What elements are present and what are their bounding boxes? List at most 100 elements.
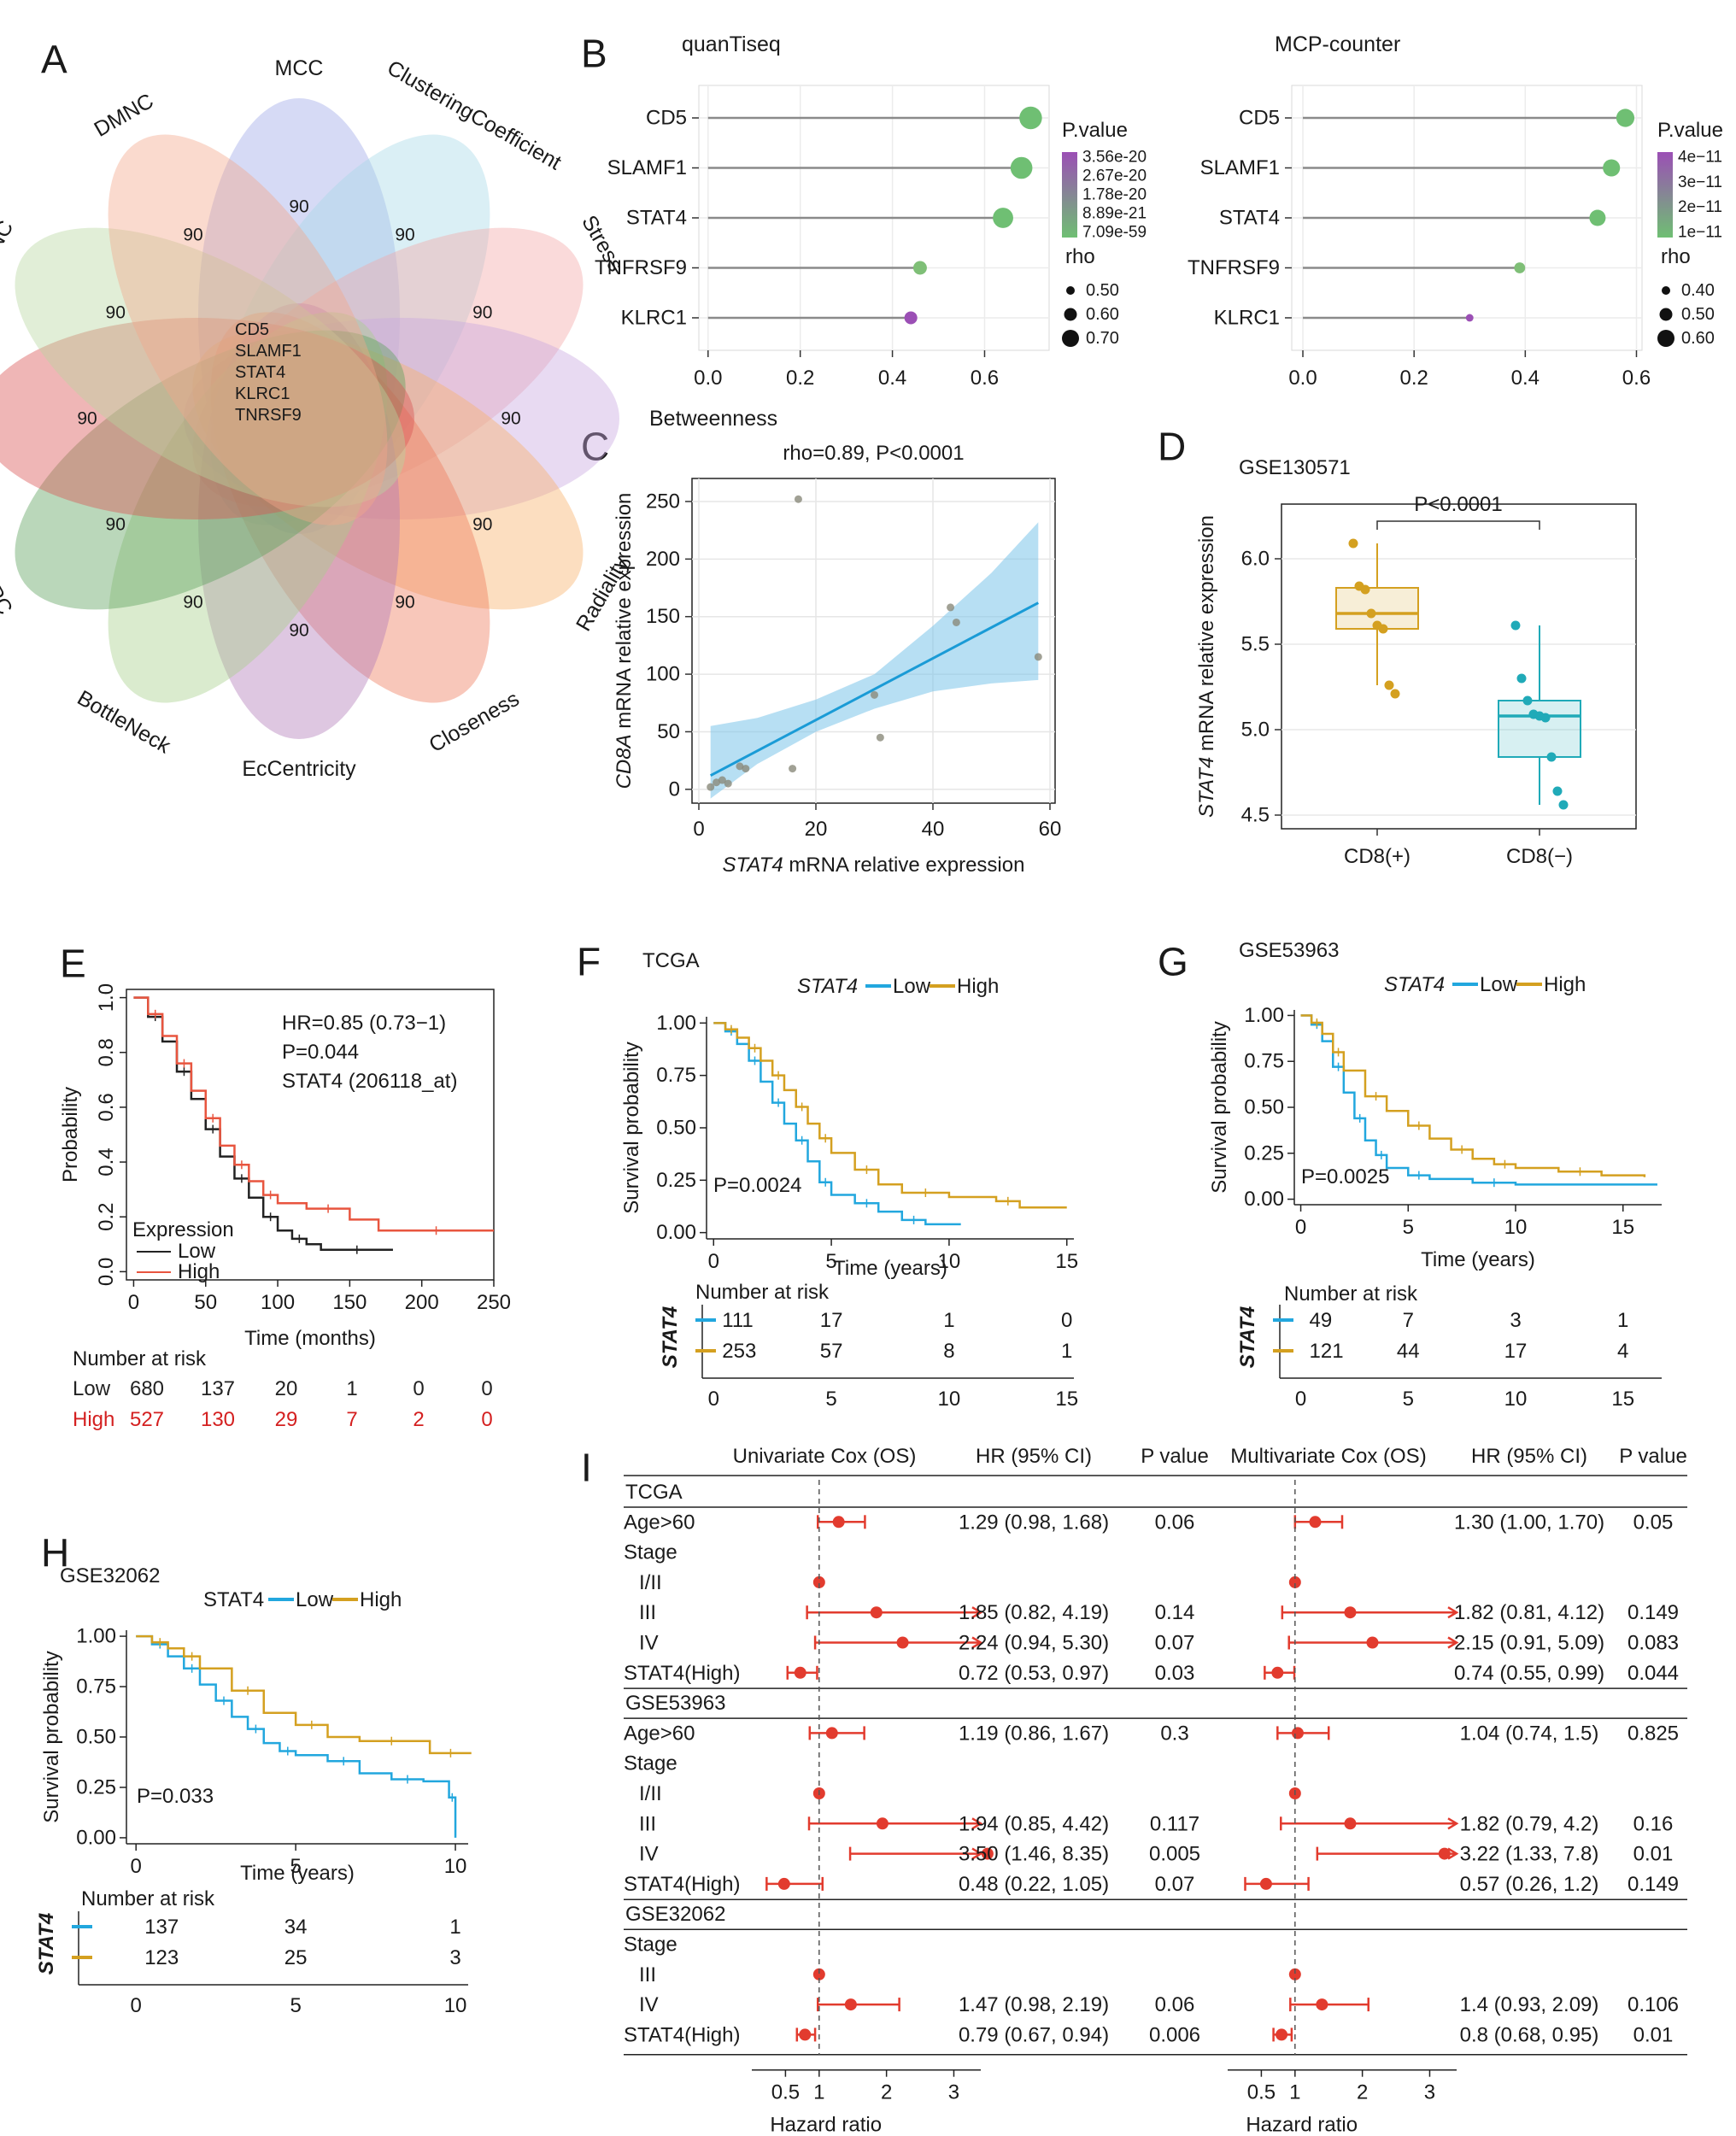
legend-title: STAT4 bbox=[797, 975, 858, 998]
category-label: TNFRSF9 bbox=[595, 256, 687, 279]
data-point bbox=[947, 603, 955, 612]
hr-text: 0.48 (0.22, 1.05) bbox=[959, 1873, 1109, 1896]
risk-table-x-tick: 15 bbox=[1611, 1388, 1634, 1411]
km-curve-high bbox=[1300, 1014, 1646, 1177]
x-tick-label: 0.6 bbox=[1622, 367, 1651, 390]
forest-tick-label: 1 bbox=[1289, 2081, 1300, 2104]
x-tick-label: 40 bbox=[922, 818, 945, 841]
km-curve-high bbox=[136, 1634, 472, 1755]
p-value: 0.825 bbox=[1628, 1722, 1679, 1745]
lollipop-point bbox=[904, 311, 918, 325]
data-point bbox=[871, 690, 878, 699]
y-axis-label-italic: CD8A bbox=[613, 734, 636, 789]
risk-table-value: 3 bbox=[1510, 1309, 1521, 1332]
chart-title: rho=0.89, P<0.0001 bbox=[783, 442, 964, 465]
risk-table-value: 34 bbox=[284, 1916, 308, 1939]
hr-point bbox=[1309, 1516, 1322, 1529]
y-tick-label: 0.75 bbox=[656, 1064, 696, 1087]
venn-ellipse-epc bbox=[15, 330, 406, 610]
venn-count: 90 bbox=[395, 226, 414, 245]
x-tick-label: 0.4 bbox=[1511, 367, 1540, 390]
risk-table-row-name: Low bbox=[73, 1377, 111, 1400]
lollipop-point bbox=[1019, 106, 1042, 130]
legend-title: STAT4 bbox=[203, 1588, 264, 1611]
legend-size-label: 0.40 bbox=[1681, 281, 1715, 300]
significance-bracket bbox=[1376, 520, 1540, 530]
y-axis-label-italic: STAT4 bbox=[1195, 757, 1218, 818]
x-tick-label: 150 bbox=[332, 1291, 367, 1314]
venn-ellipse-mnc bbox=[15, 227, 406, 508]
venn-count: 90 bbox=[106, 515, 126, 535]
hr-point bbox=[1288, 1576, 1301, 1588]
y-tick-label: 0.2 bbox=[95, 1203, 118, 1231]
y-tick-label: 0.4 bbox=[95, 1147, 118, 1176]
data-point bbox=[1552, 786, 1563, 796]
ci-arrow bbox=[1447, 1636, 1459, 1649]
hr-point bbox=[794, 1666, 806, 1679]
x-tick-label: 0.4 bbox=[878, 367, 906, 390]
row-label: I/II bbox=[639, 1782, 662, 1805]
venn-diagram bbox=[0, 98, 619, 739]
venn-ellipse-dmnc bbox=[108, 134, 388, 525]
panel-letter-e: E bbox=[60, 942, 86, 986]
hr-point bbox=[1344, 1817, 1357, 1830]
legend-size-dot bbox=[1066, 286, 1075, 295]
header-hr2: HR (95% CI) bbox=[1471, 1445, 1587, 1468]
data-point bbox=[1516, 673, 1527, 684]
x-axis-label: STAT4 mRNA relative expression bbox=[723, 854, 1025, 877]
header-univariate: Univariate Cox (OS) bbox=[733, 1445, 917, 1468]
lollipop-point bbox=[1465, 314, 1474, 322]
y-tick-label: 0.00 bbox=[76, 1826, 116, 1849]
row-label: IV bbox=[639, 1632, 659, 1655]
risk-table-row-name: High bbox=[73, 1408, 114, 1431]
forest-tick-label: 2 bbox=[881, 2081, 892, 2104]
km-curve-low bbox=[136, 1634, 457, 1838]
legend-size-dot bbox=[1657, 330, 1674, 347]
legend-colorbar bbox=[1062, 152, 1077, 238]
venn-set-label: EPC bbox=[0, 569, 17, 619]
risk-table-value: 17 bbox=[1504, 1340, 1528, 1363]
risk-table-value: 1 bbox=[1617, 1309, 1628, 1332]
forest-tick-label: 3 bbox=[948, 2081, 959, 2104]
p-value: 0.07 bbox=[1155, 1632, 1195, 1655]
data-point bbox=[736, 762, 744, 771]
p-value: 0.149 bbox=[1628, 1873, 1679, 1896]
x-axis-label: Time (years) bbox=[1421, 1248, 1535, 1271]
header-p2: P value bbox=[1619, 1445, 1687, 1468]
venn-core-gene: TNRSF9 bbox=[235, 406, 302, 425]
forest-table: Univariate Cox (OS) HR (95% CI) P value Mul… bbox=[624, 1445, 1687, 2136]
venn-count: 90 bbox=[77, 409, 97, 429]
legend-label: High bbox=[360, 1588, 402, 1611]
row-label: III bbox=[639, 1812, 656, 1835]
risk-table-x-tick: 0 bbox=[708, 1388, 719, 1411]
x-tick-label: 15 bbox=[1055, 1250, 1078, 1273]
hr-text: 3.22 (1.33, 7.8) bbox=[1460, 1843, 1599, 1866]
x-tick-label: 0.0 bbox=[1288, 367, 1317, 390]
header-hr: HR (95% CI) bbox=[976, 1445, 1092, 1468]
forest-tick-label: 0.5 bbox=[1247, 2081, 1276, 2104]
venn-ellipse-eccentricity bbox=[198, 303, 400, 739]
chart-title: GSE53963 bbox=[1239, 939, 1339, 962]
legend-color-tick: 2e−11 bbox=[1678, 198, 1722, 216]
lollipop-point bbox=[1603, 159, 1621, 177]
y-tick-label: 0.25 bbox=[76, 1775, 116, 1799]
venn-ellipse-stress bbox=[192, 227, 584, 508]
hr-text: 1.94 (0.85, 4.42) bbox=[959, 1812, 1109, 1835]
legend-color-tick: 8.89e-21 bbox=[1082, 205, 1147, 223]
risk-table-x-tick: 0 bbox=[131, 1994, 142, 2017]
risk-table-value: 20 bbox=[275, 1377, 298, 1400]
category-label: KLRC1 bbox=[1214, 306, 1280, 329]
venn-ellipse-closeness bbox=[210, 312, 490, 703]
risk-table-x-tick: 15 bbox=[1055, 1388, 1078, 1411]
panel-letter-c: C bbox=[581, 425, 609, 469]
venn-count: 90 bbox=[472, 515, 492, 535]
hr-text: 0.79 (0.67, 0.94) bbox=[959, 2023, 1109, 2046]
y-axis-label-rest: mRNA relative expression bbox=[1195, 515, 1218, 757]
significance-label: P<0.0001 bbox=[1414, 493, 1502, 516]
hr-text: 1.82 (0.81, 4.12) bbox=[1454, 1601, 1604, 1624]
panel-letter-d: D bbox=[1158, 425, 1186, 469]
lollipop-chart-2: 0.0 0.2 0.4 0.6 CD5 SLAMF1 STAT4 TNFRSF9 KLRC1 MC… bbox=[1188, 32, 1723, 390]
y-tick-label: 5.0 bbox=[1241, 719, 1270, 742]
x-axis-label: Time (months) bbox=[244, 1327, 376, 1350]
